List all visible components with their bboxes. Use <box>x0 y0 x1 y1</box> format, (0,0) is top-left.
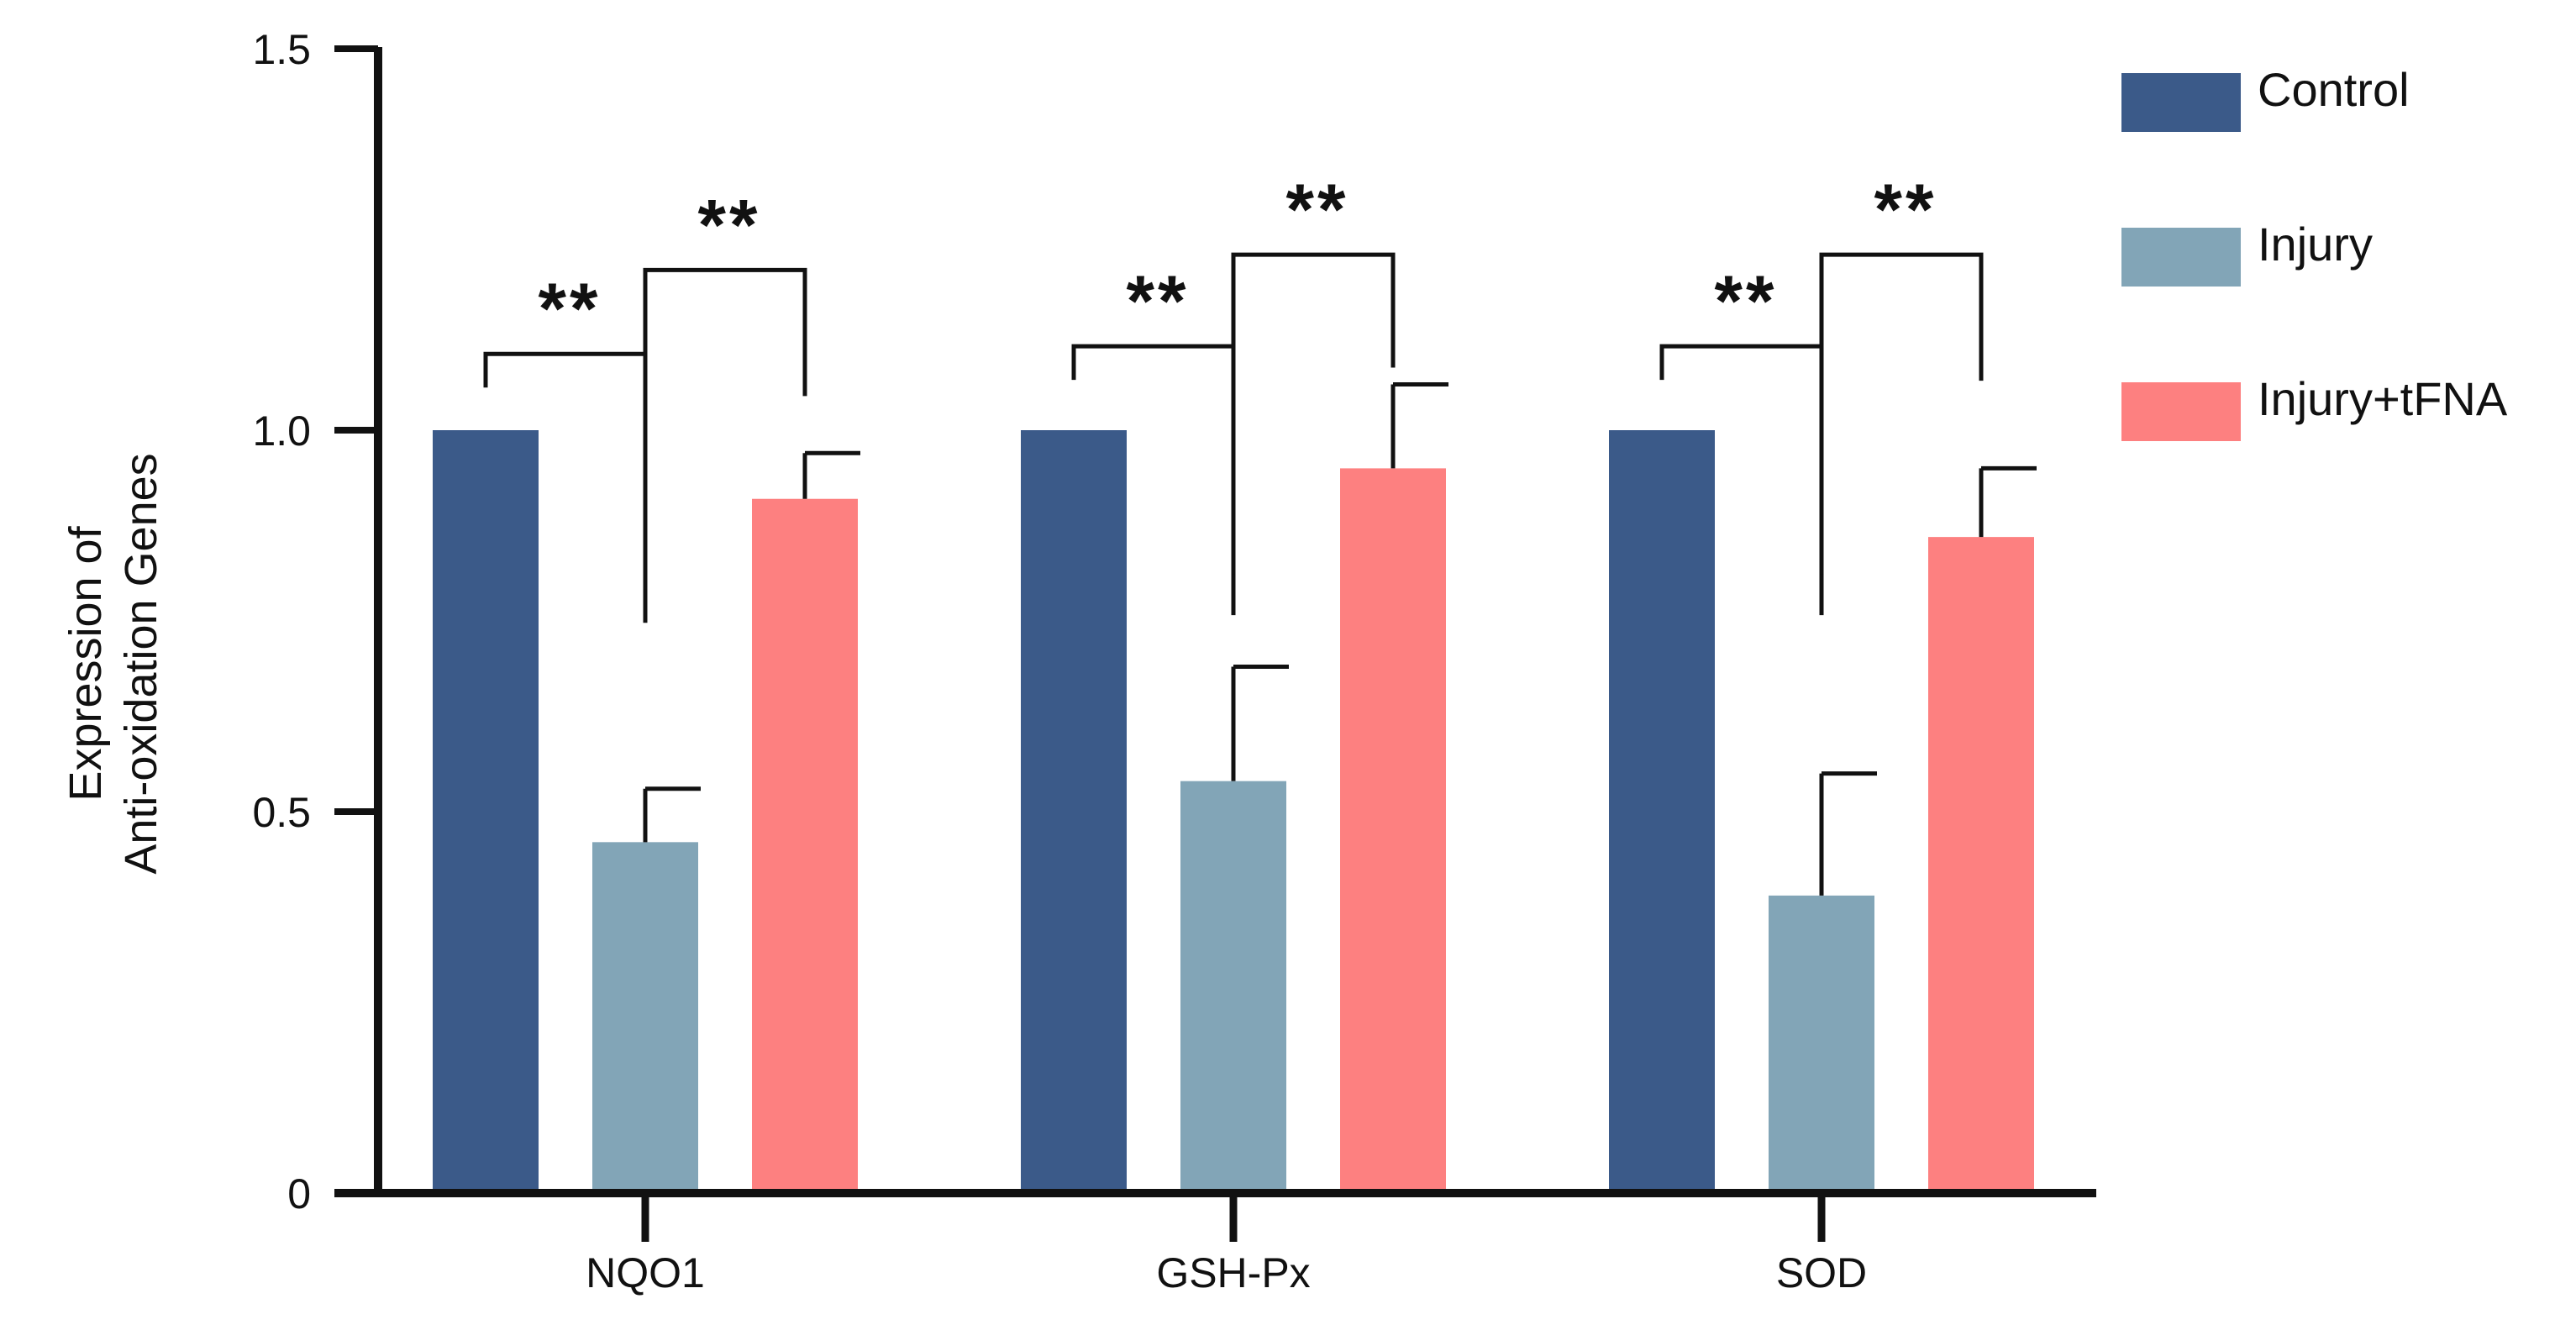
legend-swatch-injury <box>2121 228 2241 287</box>
significance-label-gsh-px-1: ** <box>1127 261 1190 342</box>
significance-label-sod-2: ** <box>1874 170 1937 250</box>
x-tick-label-gsh-px: GSH-Px <box>1156 1249 1310 1296</box>
significance-label-sod-1: ** <box>1715 261 1778 342</box>
legend: Control Injury Injury+tFNA <box>2121 63 2508 441</box>
y-tick-label-1-5: 1.5 <box>252 26 311 73</box>
bar-gsh-px-control <box>1021 430 1127 1193</box>
x-tick-label-sod: SOD <box>1776 1249 1867 1296</box>
bar-sod-injury-tfna <box>1928 537 2034 1193</box>
y-tick-label-0: 0 <box>287 1170 311 1217</box>
legend-swatch-control <box>2121 73 2241 132</box>
significance-layer: ** ** ** ** ** ** <box>483 170 1984 623</box>
axes-layer <box>334 45 2096 1242</box>
significance-bracket-sod-2 <box>1819 252 1984 575</box>
y-tick-label-1-0: 1.0 <box>252 407 311 455</box>
legend-label-control: Control <box>2258 63 2410 116</box>
legend-swatch-injury-tfna <box>2121 382 2241 441</box>
significance-label-gsh-px-2: ** <box>1286 170 1349 250</box>
bar-nqo1-injury <box>592 842 698 1193</box>
bar-sod-control <box>1609 430 1715 1193</box>
labels-layer: 0 0.5 1.0 1.5 NQO1 GSH-Px SOD Expression of Anti… <box>60 26 1867 1296</box>
bar-sod-injury <box>1769 895 1874 1193</box>
bar-gsh-px-injury-tfna <box>1340 468 1446 1193</box>
bars-layer <box>433 430 2034 1193</box>
bar-gsh-px-injury <box>1180 781 1286 1193</box>
error-bars-layer <box>643 382 2037 896</box>
legend-label-injury: Injury <box>2258 218 2373 271</box>
y-axis-title-line-1: Expression of <box>60 525 111 801</box>
y-axis-title: Expression of Anti-oxidation Genes <box>60 453 166 874</box>
legend-label-injury-tfna: Injury+tFNA <box>2258 372 2508 425</box>
y-tick-label-0-5: 0.5 <box>252 789 311 836</box>
bar-nqo1-control <box>433 430 539 1193</box>
y-axis-title-line-2: Anti-oxidation Genes <box>116 453 166 874</box>
significance-label-nqo1-2: ** <box>698 185 761 266</box>
significance-bracket-nqo1-2 <box>643 267 807 590</box>
significance-bracket-gsh-px-2 <box>1231 252 1396 575</box>
x-tick-label-nqo1: NQO1 <box>586 1249 705 1296</box>
significance-label-nqo1-1: ** <box>539 269 602 350</box>
bar-nqo1-injury-tfna <box>752 498 858 1193</box>
